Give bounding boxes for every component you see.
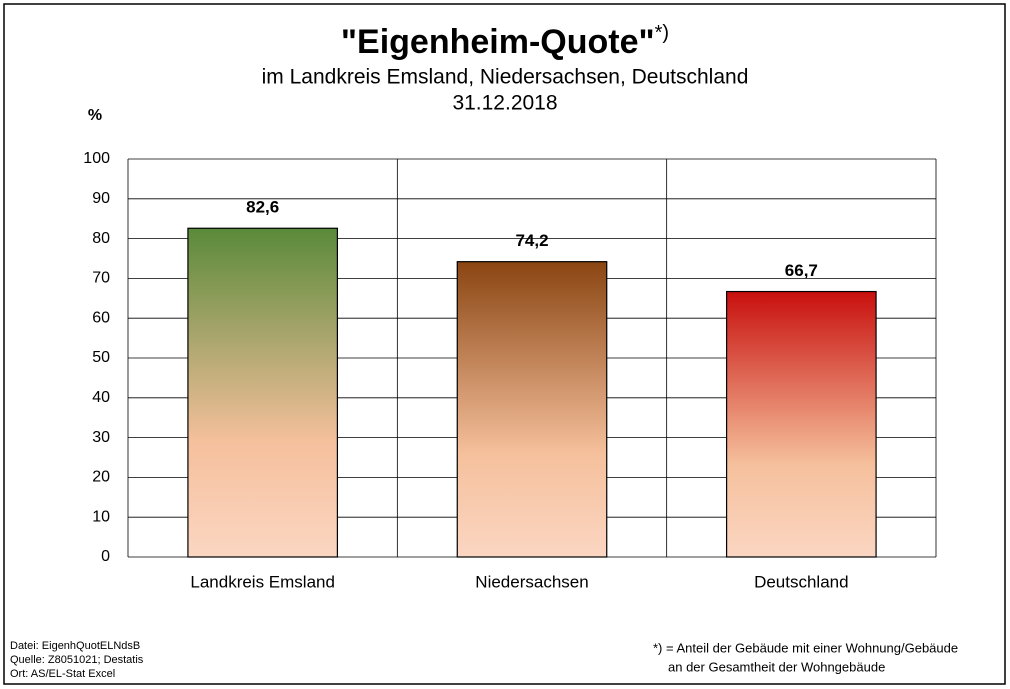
source-note: Quelle: Z8051021; Destatis — [10, 654, 144, 666]
source-note: Datei: EigenhQuotELNdsB — [10, 640, 140, 652]
y-tick-label: 100 — [83, 150, 110, 167]
value-label: 82,6 — [246, 198, 279, 217]
y-tick-label: 40 — [92, 389, 110, 406]
bar — [456, 261, 608, 558]
source-note: Ort: AS/EL-Stat Excel — [10, 668, 115, 680]
bar — [187, 227, 339, 558]
bar — [725, 290, 877, 558]
subtitle: 31.12.2018 — [452, 92, 557, 115]
y-tick-label: 50 — [92, 349, 110, 366]
y-tick-label: 0 — [101, 548, 110, 565]
value-label: 74,2 — [515, 231, 548, 250]
y-axis-label: % — [88, 107, 102, 124]
y-tick-label: 10 — [92, 508, 110, 525]
y-tick-label: 30 — [92, 429, 110, 446]
chart-title: "Eigenheim-Quote"*) — [341, 22, 669, 61]
y-tick-label: 20 — [92, 469, 110, 486]
value-label: 66,7 — [785, 261, 818, 280]
title-text: "Eigenheim-Quote" — [341, 23, 655, 61]
subtitle: im Landkreis Emsland, Niedersachsen, Deu… — [262, 66, 749, 89]
footnote: *) = Anteil der Gebäude mit einer Wohnun… — [653, 640, 958, 655]
y-tick-label: 90 — [92, 190, 110, 207]
y-tick-label: 60 — [92, 309, 110, 326]
title-superscript: *) — [655, 22, 669, 44]
footnote: an der Gesamtheit der Wohngebäude — [668, 659, 885, 674]
x-tick-label: Deutschland — [754, 572, 849, 591]
x-tick-label: Landkreis Emsland — [190, 572, 335, 591]
x-tick-label: Niedersachsen — [475, 572, 588, 591]
y-tick-label: 80 — [92, 230, 110, 247]
y-tick-label: 70 — [92, 270, 110, 287]
